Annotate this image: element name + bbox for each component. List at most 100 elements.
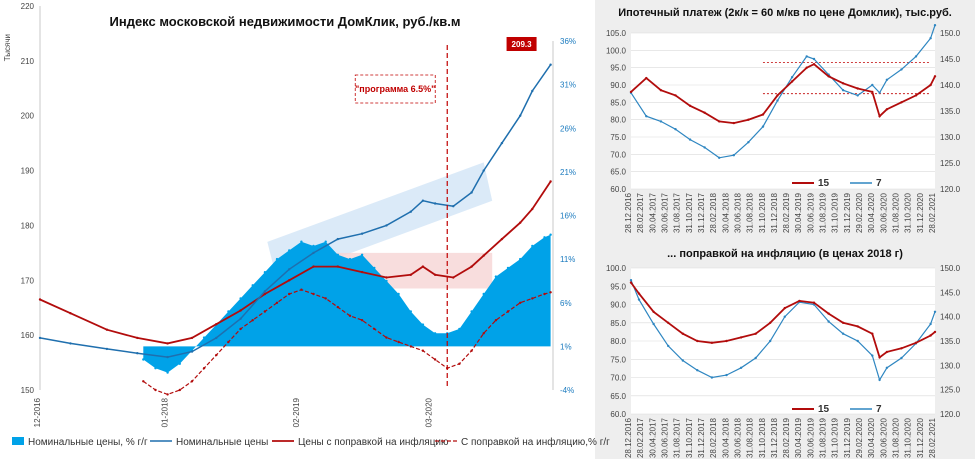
series-7-line (630, 25, 936, 159)
real-price-point (433, 273, 437, 276)
x-tick-label: 30.06.2019 (806, 192, 815, 233)
series-7-point (754, 356, 757, 360)
nominal-yoy-point (360, 253, 364, 256)
series-7-point (688, 138, 692, 141)
x-tick-label: 30.06.2018 (733, 417, 742, 458)
real-price-point (519, 221, 522, 224)
nominal-yoy-point (202, 336, 206, 339)
legend: 15 7 (792, 404, 882, 415)
series-7-line (630, 279, 936, 382)
nominal-price-point (500, 141, 504, 145)
y2-axis-ticks: 120.0 125.0 130.0 135.0 140.0 145.0 150.0 (940, 264, 961, 419)
series-15-point (667, 321, 670, 324)
chart-title: Индекс московской недвижимости ДомКлик, … (110, 14, 461, 29)
nominal-yoy-point (421, 323, 425, 326)
x-tick-label: 31.12.2017 (697, 417, 706, 458)
nominal-yoy-point (549, 233, 552, 236)
series-7-point (929, 37, 932, 40)
nominal-yoy-point (154, 367, 157, 370)
real-price-point (239, 309, 242, 312)
y-tick-label: 95.0 (610, 64, 626, 73)
real-yoy-point (470, 349, 473, 352)
series-7-point (783, 315, 786, 318)
nominal-yoy-point (312, 244, 315, 248)
y-tick-label: 100.0 (606, 46, 627, 55)
y-tick-label: 105.0 (606, 29, 627, 38)
series-15-point (747, 118, 750, 121)
x-tick-label: 31.08.2017 (673, 192, 682, 233)
nominal-yoy-point (251, 284, 254, 287)
nominal-price-point (312, 251, 315, 255)
series-15-point (871, 332, 874, 335)
series-7-point (841, 332, 845, 335)
y-tick-label: 210 (21, 57, 35, 66)
x-tick-label: 28.02.2021 (928, 417, 937, 458)
series-15-point (652, 310, 655, 313)
real-price-point (312, 265, 315, 268)
real-yoy-point (421, 349, 425, 352)
real-price-point (136, 336, 139, 340)
nominal-yoy-point (409, 310, 412, 313)
nominal-yoy-point (166, 371, 169, 374)
series-7-point (812, 57, 816, 61)
x-tick-label: 28.02.2017 (636, 417, 645, 458)
x-tick-label: 28.12.2016 (624, 417, 633, 458)
series-7-point (629, 279, 633, 282)
nominal-price-point (421, 199, 425, 202)
series-15-point (769, 321, 772, 324)
real-price-point (421, 265, 425, 268)
series-15-point (645, 76, 648, 80)
series-7-point (674, 128, 677, 131)
x-tick-label: 28.02.2017 (636, 192, 645, 233)
nominal-yoy-point (470, 310, 473, 313)
series-15-point (900, 347, 903, 350)
real-price-point (105, 328, 109, 331)
y-tick-label: 60.0 (610, 410, 626, 419)
legend: Номинальные цены, % г/г Номинальные цены… (12, 436, 610, 448)
x-tick-label: 30.06.2020 (879, 192, 888, 233)
y-tick-label: 220 (21, 2, 35, 11)
series-7-point (871, 83, 874, 87)
y2-tick-label: 135.0 (940, 337, 961, 346)
nominal-yoy-area-shape (143, 234, 551, 373)
real-yoy-point (409, 345, 412, 348)
x-tick-label: 31.10.2017 (685, 417, 694, 458)
nominal-price-point (190, 350, 194, 353)
series-15-point (827, 312, 830, 315)
nominal-yoy-point (458, 327, 461, 331)
nominal-price-point (105, 347, 109, 351)
x-tick-label: 31.12.2020 (916, 192, 925, 233)
x-tick-label: 31.12.2020 (916, 417, 925, 458)
real-yoy-point (215, 353, 218, 357)
nominal-price-point (38, 336, 42, 340)
real-yoy-point (543, 292, 546, 296)
real-yoy-point (263, 310, 267, 313)
chart-title: Ипотечный платеж (2к/к = 60 м/кв по цене… (618, 7, 952, 19)
x-tick-label: 30.04.2018 (721, 417, 730, 458)
real-yoy-point (300, 288, 303, 291)
y2-tick-label: 1% (560, 342, 572, 351)
series-15-point (929, 83, 932, 87)
nominal-yoy-point (373, 266, 376, 270)
nominal-yoy-point (348, 257, 352, 261)
x-axis-ticks: 28.12.2016 28.02.2017 30.04.2017 30.06.2017… (624, 417, 937, 458)
y2-tick-label: -4% (560, 386, 574, 395)
real-yoy-point (324, 297, 327, 300)
series-15-point (761, 113, 765, 116)
x-tick-label: 12-2016 (33, 397, 42, 427)
nominal-yoy-point (263, 271, 267, 274)
series-15-point (929, 334, 932, 337)
series-7-point (710, 376, 714, 379)
legend-item-7: 7 (876, 178, 882, 189)
real-price-point (166, 342, 169, 345)
real-yoy-point (433, 358, 437, 361)
x-tick-label: 29.02.2020 (855, 192, 864, 233)
y2-tick-label: 125.0 (940, 386, 961, 395)
nominal-price-point (452, 205, 455, 208)
series-15-point (933, 330, 937, 334)
series-7-point (739, 366, 743, 369)
nominal-price-point (336, 237, 339, 241)
series-15-point (827, 75, 830, 78)
real-yoy-point (385, 336, 388, 339)
